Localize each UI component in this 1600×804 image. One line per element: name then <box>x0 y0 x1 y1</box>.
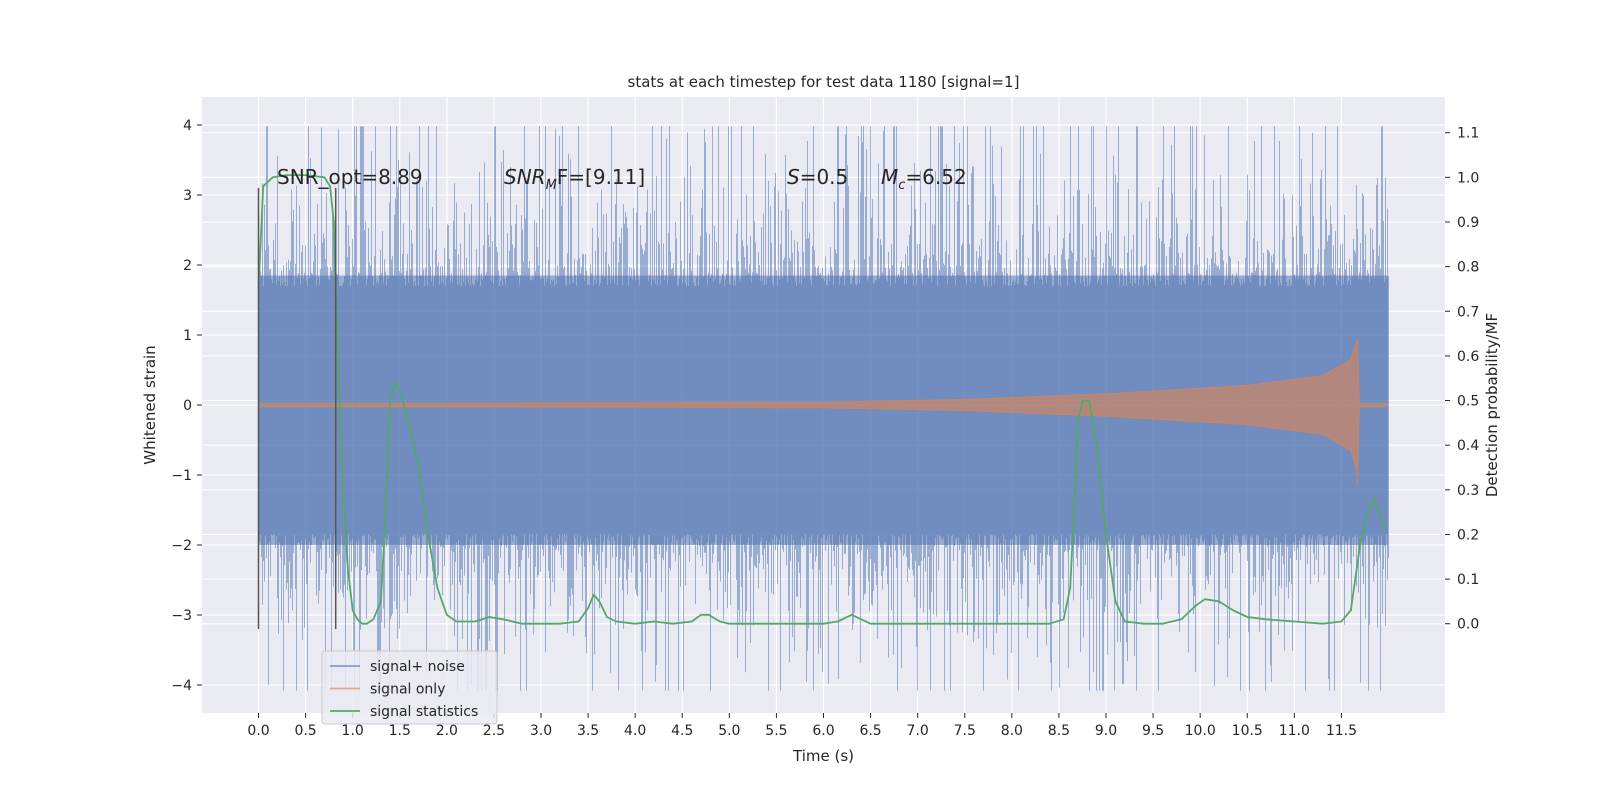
y2-tick-label-10: 0.1 <box>1457 572 1479 588</box>
y2-tick-label-4: 0.7 <box>1457 304 1479 320</box>
y2-tick-label-1: 1.0 <box>1457 170 1479 186</box>
x-tick-label-14: 7.0 <box>907 723 929 739</box>
y2-tick-label-9: 0.2 <box>1457 527 1479 543</box>
y-tick-label-7: −3 <box>171 608 192 624</box>
signal-statistics-line <box>257 174 1387 625</box>
y2-tick-label-7: 0.4 <box>1457 438 1479 454</box>
y-tick-label-0: 4 <box>183 118 192 134</box>
x-tick-label-17: 8.5 <box>1048 723 1070 739</box>
x-tick-label-9: 4.5 <box>671 723 693 739</box>
x-tick-label-0: 0.0 <box>247 723 269 739</box>
x-tick-label-18: 9.0 <box>1095 723 1117 739</box>
y2-axis-label: Detection probability/MF <box>1483 313 1501 497</box>
y-tick-label-3: 1 <box>183 328 192 344</box>
annotation-mc-value: =6.52 <box>905 165 966 189</box>
legend-box <box>321 650 498 725</box>
annotation-snr-mf-symbol: SNR <box>504 165 546 189</box>
x-tick-label-8: 4.0 <box>624 723 646 739</box>
annotation-s-symbol: S <box>787 165 800 189</box>
legend-label-0: signal+ noise <box>370 659 465 675</box>
annotation-snr-mf: SNRMF=[9.11] <box>504 165 645 193</box>
y-tick-label-5: −1 <box>171 468 192 484</box>
chart-title: stats at each timestep for test data 118… <box>628 73 1020 91</box>
y-tick-label-6: −2 <box>171 538 192 554</box>
y2-tick-label-11: 0.0 <box>1457 617 1479 633</box>
x-tick-label-20: 10.0 <box>1185 723 1216 739</box>
y2-tick-label-3: 0.8 <box>1457 260 1479 276</box>
x-axis-label: Time (s) <box>792 747 854 765</box>
x-tick-label-19: 9.5 <box>1142 723 1164 739</box>
y2-tick-label-8: 0.3 <box>1457 483 1479 499</box>
x-tick-label-21: 10.5 <box>1232 723 1263 739</box>
y2-tick-label-0: 1.1 <box>1457 126 1479 142</box>
legend-label-2: signal statistics <box>370 704 478 720</box>
x-tick-label-3: 1.5 <box>389 723 411 739</box>
y-tick-label-4: 0 <box>183 398 192 414</box>
annotation-mc-subscript: c <box>898 178 905 193</box>
x-tick-label-12: 6.0 <box>812 723 834 739</box>
x-tick-label-22: 11.0 <box>1279 723 1310 739</box>
signal-only-chirp <box>258 338 1389 486</box>
x-tick-label-7: 3.5 <box>577 723 599 739</box>
annotation-mc: Mc=6.52 <box>881 165 967 193</box>
x-tick-label-10: 5.0 <box>718 723 740 739</box>
annotation-mc-symbol: M <box>881 165 898 189</box>
x-tick-label-4: 2.0 <box>436 723 458 739</box>
y2-tick-label-5: 0.6 <box>1457 349 1479 365</box>
x-tick-label-5: 2.5 <box>483 723 505 739</box>
x-tick-label-2: 1.0 <box>342 723 364 739</box>
annotation-s-value: =0.5 <box>800 165 849 189</box>
legend-label-1: signal only <box>370 682 445 698</box>
annotation-snr-mf-value: F=[9.11] <box>557 165 645 189</box>
x-tick-label-13: 6.5 <box>859 723 881 739</box>
x-tick-label-1: 0.5 <box>294 723 316 739</box>
y-tick-label-8: −4 <box>171 678 192 694</box>
x-tick-label-11: 5.5 <box>765 723 787 739</box>
y-tick-label-1: 3 <box>183 188 192 204</box>
y-tick-label-2: 2 <box>183 258 192 274</box>
x-tick-label-16: 8.0 <box>1001 723 1023 739</box>
annotation-snr-mf-subscript: M <box>546 178 557 193</box>
x-tick-label-15: 7.5 <box>954 723 976 739</box>
y2-tick-label-2: 0.9 <box>1457 215 1479 231</box>
x-tick-label-6: 3.0 <box>530 723 552 739</box>
y-axis-label: Whitened strain <box>141 345 159 464</box>
annotation-s: S=0.5 <box>787 165 848 189</box>
annotation-snr-opt: SNR_opt=8.89 <box>277 165 423 189</box>
y2-tick-label-6: 0.5 <box>1457 394 1479 410</box>
x-tick-label-23: 11.5 <box>1326 723 1357 739</box>
